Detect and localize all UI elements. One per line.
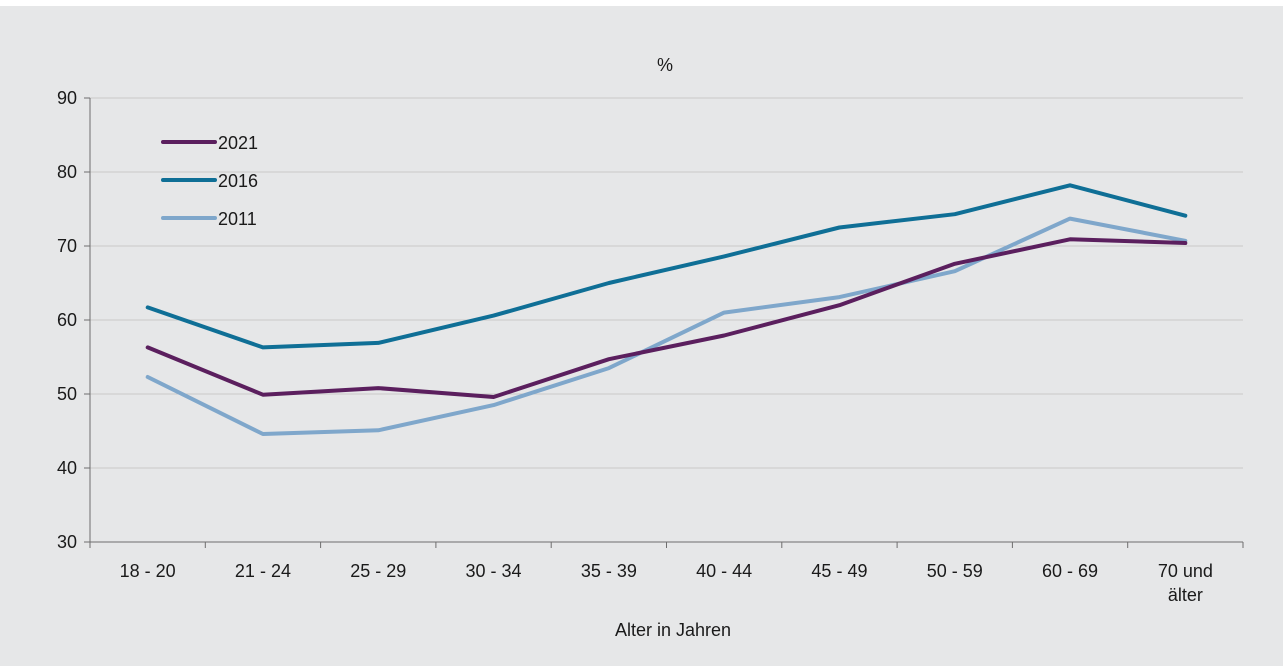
x-tick-label: 21 - 24 [235,561,291,581]
legend: 2021 2016 2011 [161,133,258,229]
y-tick-label: 80 [57,162,77,182]
x-tick-label: 60 - 69 [1042,561,1098,581]
axes: 30 40 50 60 70 80 90 18 - 20 21 - 24 25 - 29 30 - … [57,88,1244,605]
y-tick-label: 90 [57,88,77,108]
y-tick-label: 40 [57,458,77,478]
x-tick-label: 25 - 29 [350,561,406,581]
legend-label: 2016 [218,171,258,191]
y-tick-label: 50 [57,384,77,404]
series-line-2011 [145,216,1188,436]
x-tick-label: 50 - 59 [927,561,983,581]
series-lines [145,183,1188,436]
legend-label: 2021 [218,133,258,153]
y-tick-label: 60 [57,310,77,330]
y-tick-label: 30 [57,532,77,552]
chart-panel [0,6,1283,666]
x-tick-label: 35 - 39 [581,561,637,581]
y-tick-label: 70 [57,236,77,256]
series-line-2021 [145,237,1188,399]
x-axis-title: Alter in Jahren [615,620,731,640]
x-tick-label: 40 - 44 [696,561,752,581]
x-tick-label: 18 - 20 [120,561,176,581]
x-tick-label: 30 - 34 [466,561,522,581]
x-tick-label: 70 und älter [1158,561,1213,605]
y-axis-unit-label: % [657,55,673,75]
gridlines [90,97,1243,469]
x-tick-label: 45 - 49 [811,561,867,581]
legend-label: 2011 [218,209,257,229]
series-line-2016 [145,183,1188,350]
